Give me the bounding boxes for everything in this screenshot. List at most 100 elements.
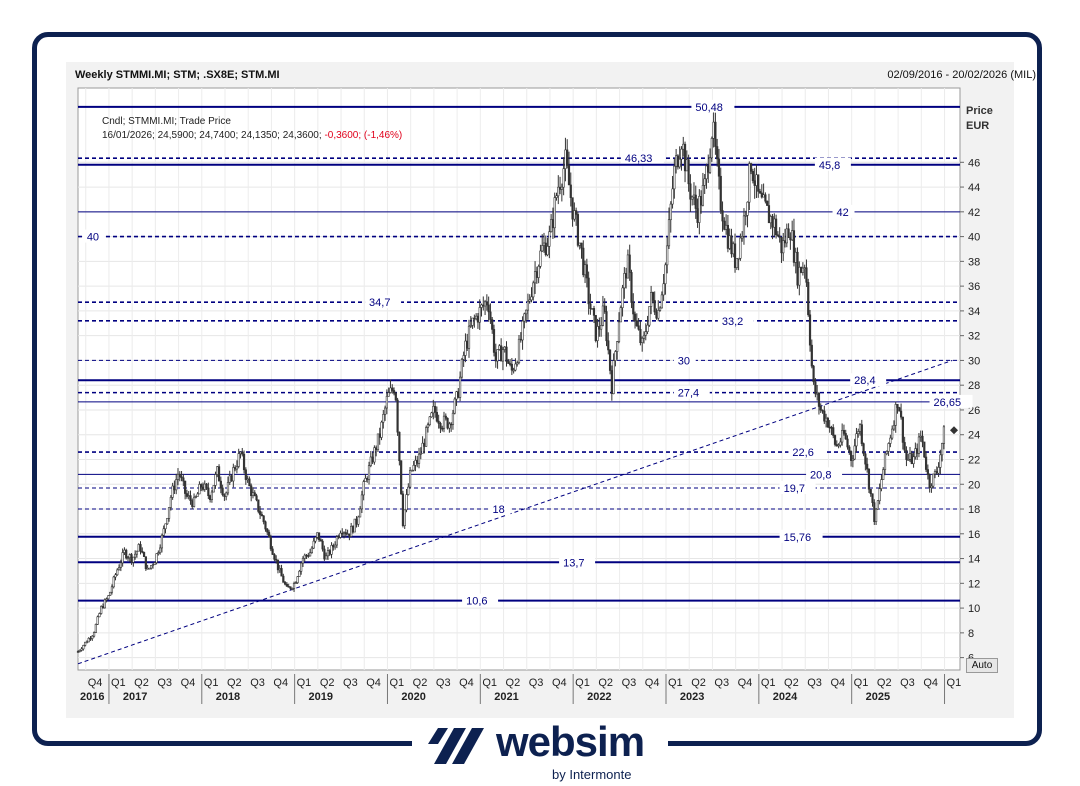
candle-body bbox=[223, 494, 226, 497]
candle-body bbox=[282, 575, 285, 583]
x-year-label: 2021 bbox=[494, 691, 518, 703]
candle-body bbox=[646, 324, 649, 332]
candle-body bbox=[778, 235, 781, 238]
auto-scale-button[interactable]: Auto bbox=[966, 658, 998, 673]
last-price-marker bbox=[950, 426, 958, 435]
level-label-bg bbox=[788, 445, 825, 459]
candle-body bbox=[492, 329, 496, 353]
candle-body bbox=[435, 412, 438, 422]
candle-body bbox=[930, 485, 933, 488]
candle-body bbox=[169, 497, 172, 508]
candle-body bbox=[353, 518, 356, 533]
candle-body bbox=[651, 292, 655, 301]
candle-body bbox=[855, 433, 858, 447]
candle-body bbox=[466, 340, 469, 349]
candle-body bbox=[742, 215, 746, 237]
candle-body bbox=[755, 174, 758, 186]
candle-body bbox=[717, 158, 721, 177]
candle-body bbox=[700, 196, 703, 206]
candle-body bbox=[234, 467, 237, 470]
x-quarter-label: Q1 bbox=[575, 677, 590, 689]
candle-body bbox=[382, 414, 385, 423]
candle-body bbox=[885, 451, 888, 455]
candle-body bbox=[260, 514, 263, 517]
candle-body bbox=[899, 410, 903, 418]
candle-body bbox=[316, 532, 319, 538]
level-label-bg bbox=[814, 157, 851, 171]
candle-body bbox=[837, 444, 840, 447]
y-tick-label: 22 bbox=[968, 454, 980, 466]
x-quarter-label: Q3 bbox=[529, 677, 544, 689]
x-year-label: 2016 bbox=[80, 691, 104, 703]
candle-body bbox=[105, 598, 108, 601]
candle-body bbox=[869, 488, 872, 495]
websim-logo: websim by Intermonte bbox=[412, 718, 668, 784]
candle-body bbox=[248, 478, 251, 487]
level-label: 46,33 bbox=[625, 153, 653, 165]
candle-body bbox=[771, 216, 774, 228]
candle-body bbox=[887, 443, 890, 452]
candle-body bbox=[708, 157, 712, 173]
candle-body bbox=[664, 264, 667, 285]
candle-body bbox=[171, 485, 174, 498]
x-quarter-label: Q4 bbox=[738, 677, 753, 689]
candle-body bbox=[805, 267, 808, 283]
candle-body bbox=[496, 349, 499, 362]
candle-body bbox=[828, 426, 831, 429]
candle-body bbox=[178, 474, 181, 478]
candle-body bbox=[644, 331, 647, 336]
candle-body bbox=[780, 236, 783, 254]
candle-body bbox=[701, 185, 704, 206]
candle-body bbox=[455, 391, 458, 400]
candle-body bbox=[660, 294, 663, 309]
candle-body bbox=[514, 363, 517, 371]
candle-body bbox=[285, 583, 288, 587]
candle-body bbox=[535, 271, 538, 278]
candle-body bbox=[675, 155, 678, 167]
candle-body bbox=[703, 178, 706, 186]
candle-body bbox=[337, 536, 340, 539]
candle-body bbox=[864, 453, 867, 465]
candle-body bbox=[528, 299, 531, 302]
candle-body bbox=[176, 474, 180, 480]
level-label-bg bbox=[488, 502, 511, 516]
candle-body bbox=[600, 325, 603, 330]
candle-body bbox=[862, 443, 865, 455]
candle-body bbox=[212, 485, 215, 493]
level-label: 20,8 bbox=[810, 469, 831, 481]
candle-body bbox=[592, 308, 596, 316]
candle-body bbox=[741, 236, 744, 239]
candle-body bbox=[432, 406, 435, 414]
candle-body bbox=[201, 486, 205, 490]
candle-body bbox=[655, 311, 658, 319]
candle-body bbox=[671, 188, 674, 205]
candle-body bbox=[326, 550, 330, 557]
candle-body bbox=[246, 478, 249, 481]
candle-body bbox=[321, 540, 324, 550]
candle-body bbox=[423, 442, 426, 447]
y-tick-label: 14 bbox=[968, 554, 980, 566]
legend-series: Cndl; STMMI.MI; Trade Price bbox=[102, 116, 231, 127]
candle-body bbox=[144, 556, 147, 570]
candle-body bbox=[933, 471, 937, 475]
x-quarter-label: Q2 bbox=[691, 677, 706, 689]
candle-body bbox=[905, 449, 908, 460]
level-label-bg bbox=[779, 529, 823, 543]
candle-body bbox=[730, 235, 733, 255]
candle-body bbox=[698, 196, 701, 223]
candle-body bbox=[562, 168, 565, 188]
candle-body bbox=[569, 184, 572, 198]
candle-body bbox=[587, 277, 590, 305]
candle-body bbox=[758, 191, 762, 194]
x-quarter-label: Q1 bbox=[389, 677, 404, 689]
candle-body bbox=[123, 549, 126, 553]
candle-body bbox=[542, 242, 546, 246]
candle-body bbox=[725, 224, 728, 230]
candle-body bbox=[764, 194, 767, 202]
candle-body bbox=[753, 180, 756, 186]
candle-body bbox=[723, 220, 726, 230]
candle-body bbox=[844, 433, 847, 440]
candle-body bbox=[444, 415, 447, 419]
x-quarter-label: Q4 bbox=[923, 677, 938, 689]
price-label: Price bbox=[966, 105, 993, 117]
